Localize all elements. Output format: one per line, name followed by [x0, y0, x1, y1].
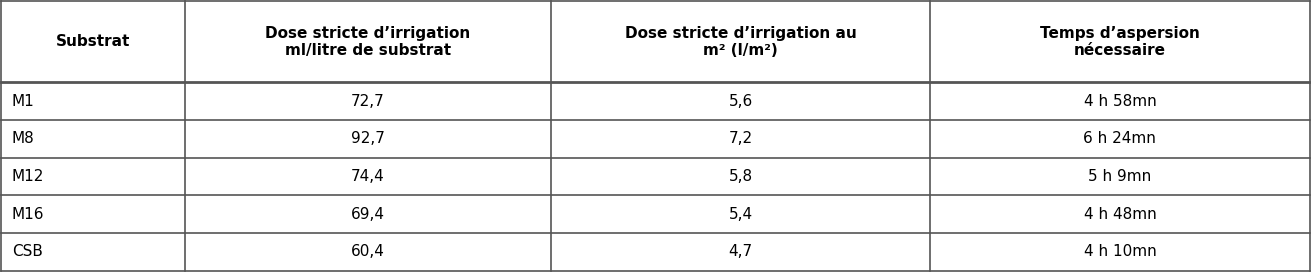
- Text: Dose stricte d’irrigation au
m² (l/m²): Dose stricte d’irrigation au m² (l/m²): [624, 26, 856, 58]
- Text: 4 h 58mn: 4 h 58mn: [1084, 94, 1156, 109]
- Text: 72,7: 72,7: [351, 94, 384, 109]
- Text: M16: M16: [12, 206, 45, 222]
- Text: 74,4: 74,4: [351, 169, 384, 184]
- Text: 6 h 24mn: 6 h 24mn: [1083, 131, 1156, 146]
- Text: Substrat: Substrat: [56, 34, 130, 49]
- Text: 5 h 9mn: 5 h 9mn: [1088, 169, 1151, 184]
- Text: 4 h 48mn: 4 h 48mn: [1084, 206, 1156, 222]
- Text: Temps d’aspersion
nécessaire: Temps d’aspersion nécessaire: [1040, 26, 1200, 58]
- Text: 69,4: 69,4: [350, 206, 384, 222]
- Text: 5,8: 5,8: [729, 169, 753, 184]
- Text: 7,2: 7,2: [729, 131, 753, 146]
- Text: M8: M8: [12, 131, 34, 146]
- Text: 4,7: 4,7: [729, 244, 753, 259]
- Text: 92,7: 92,7: [351, 131, 384, 146]
- Text: Dose stricte d’irrigation
ml/litre de substrat: Dose stricte d’irrigation ml/litre de su…: [265, 26, 471, 58]
- Text: M12: M12: [12, 169, 45, 184]
- Text: M1: M1: [12, 94, 34, 109]
- Text: 4 h 10mn: 4 h 10mn: [1084, 244, 1156, 259]
- Text: 5,6: 5,6: [729, 94, 753, 109]
- Text: 60,4: 60,4: [351, 244, 384, 259]
- Text: CSB: CSB: [12, 244, 43, 259]
- Text: 5,4: 5,4: [729, 206, 753, 222]
